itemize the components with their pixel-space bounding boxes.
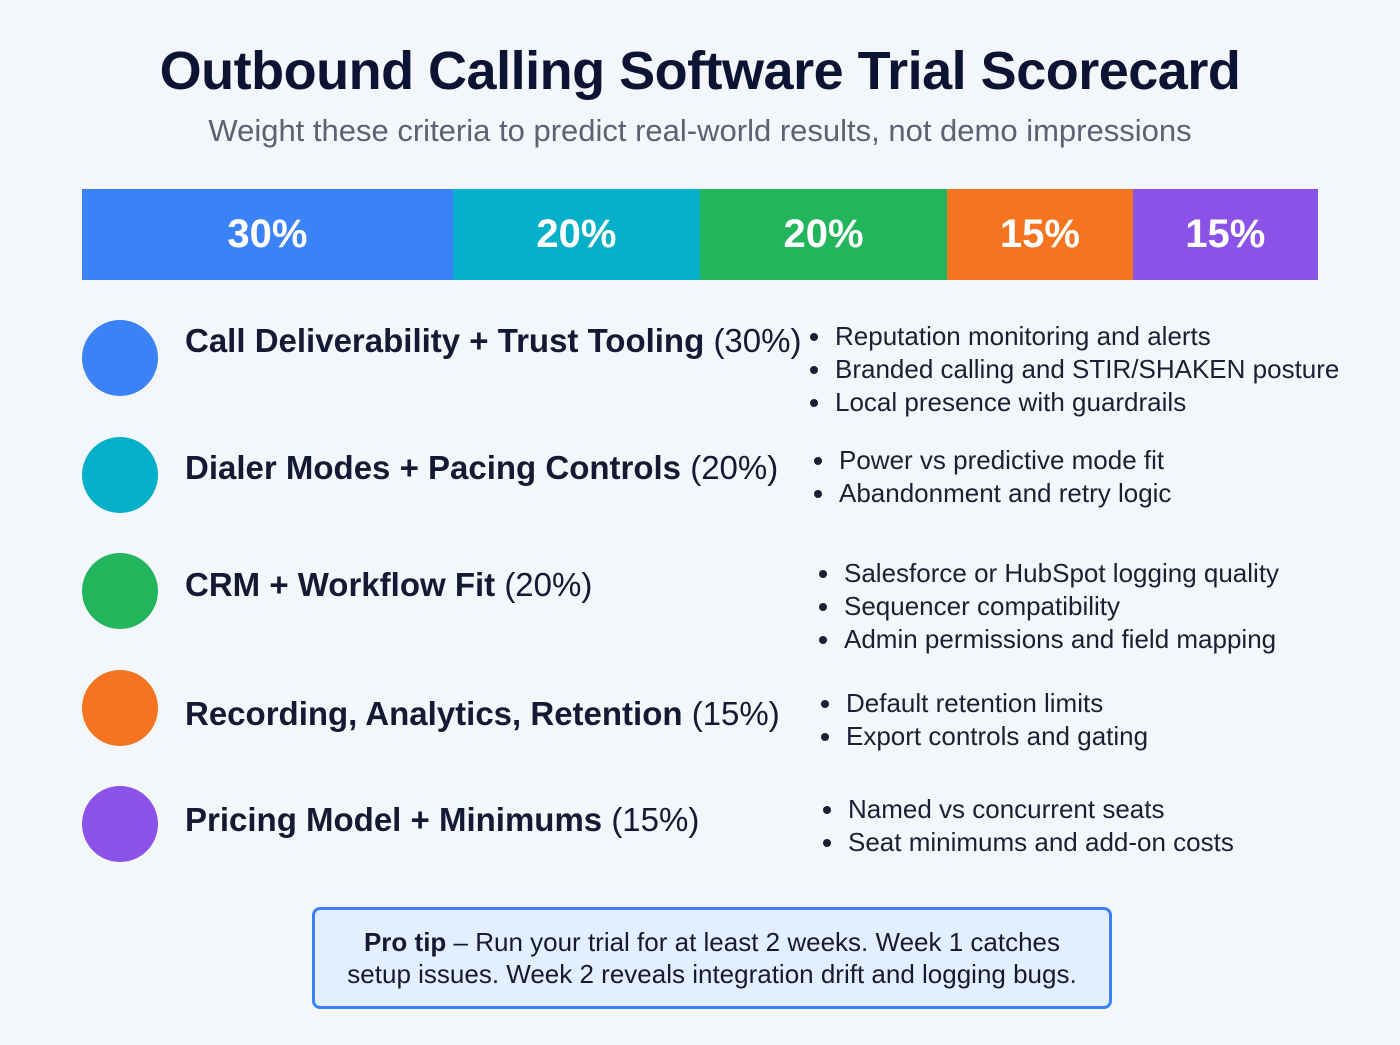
criterion-color-dot	[82, 786, 158, 862]
bullet-item: Default retention limits	[818, 687, 1148, 720]
criterion-color-dot	[82, 670, 158, 746]
criterion-label: Dialer Modes + Pacing Controls (20%)	[185, 449, 778, 487]
bullet-item: Abandonment and retry logic	[811, 477, 1171, 510]
criterion-weight: (20%)	[504, 566, 593, 603]
bullet-item: Local presence with guardrails	[807, 386, 1339, 419]
pro-tip-text: Pro tip – Run your trial for at least 2 …	[331, 926, 1093, 990]
criterion-color-dot	[82, 553, 158, 629]
pro-tip-body: – Run your trial for at least 2 weeks. W…	[347, 927, 1077, 989]
criterion-weight: (15%)	[611, 801, 700, 838]
criterion-name: Pricing Model + Minimums	[185, 801, 603, 838]
weight-segment: 15%	[947, 189, 1133, 280]
criterion-label: Pricing Model + Minimums (15%)	[185, 801, 699, 839]
criterion-bullets: Power vs predictive mode fit Abandonment…	[811, 444, 1171, 510]
criterion-name: Dialer Modes + Pacing Controls	[185, 449, 682, 486]
criterion-weight: (15%)	[691, 695, 780, 732]
criterion-bullets: Salesforce or HubSpot logging quality Se…	[816, 557, 1279, 656]
criterion-bullets: Named vs concurrent seats Seat minimums …	[820, 793, 1234, 859]
criterion-label: Call Deliverability + Trust Tooling (30%…	[185, 322, 801, 360]
criterion-name: Call Deliverability + Trust Tooling	[185, 322, 705, 359]
bullet-item: Named vs concurrent seats	[820, 793, 1234, 826]
pro-tip-box: Pro tip – Run your trial for at least 2 …	[312, 907, 1112, 1009]
bullet-item: Sequencer compatibility	[816, 590, 1279, 623]
criterion-name: CRM + Workflow Fit	[185, 566, 496, 603]
criterion-label: Recording, Analytics, Retention (15%)	[185, 695, 780, 733]
weight-segment: 20%	[452, 189, 700, 280]
page-subtitle: Weight these criteria to predict real-wo…	[208, 113, 1192, 148]
bullet-item: Seat minimums and add-on costs	[820, 826, 1234, 859]
weight-segment: 15%	[1132, 189, 1318, 280]
criterion-color-dot	[82, 437, 158, 513]
criterion-bullets: Reputation monitoring and alerts Branded…	[807, 320, 1339, 419]
criterion-weight: (20%)	[690, 449, 779, 486]
bullet-item: Salesforce or HubSpot logging quality	[816, 557, 1279, 590]
bullet-item: Reputation monitoring and alerts	[807, 320, 1339, 353]
bullet-item: Export controls and gating	[818, 720, 1148, 753]
criterion-bullets: Default retention limits Export controls…	[818, 687, 1148, 753]
weight-segment: 30%	[82, 189, 453, 280]
bullet-item: Branded calling and STIR/SHAKEN posture	[807, 353, 1339, 386]
bullet-item: Admin permissions and field mapping	[816, 623, 1279, 656]
weight-segment: 20%	[699, 189, 948, 280]
criterion-color-dot	[82, 320, 158, 396]
criterion-name: Recording, Analytics, Retention	[185, 695, 683, 732]
page-title: Outbound Calling Software Trial Scorecar…	[159, 41, 1241, 101]
pro-tip-lead: Pro tip	[363, 927, 447, 957]
criterion-weight: (30%)	[713, 322, 802, 359]
bullet-item: Power vs predictive mode fit	[811, 444, 1171, 477]
weights-bar: 30% 20% 20% 15% 15%	[82, 189, 1318, 280]
criterion-label: CRM + Workflow Fit (20%)	[185, 566, 592, 604]
